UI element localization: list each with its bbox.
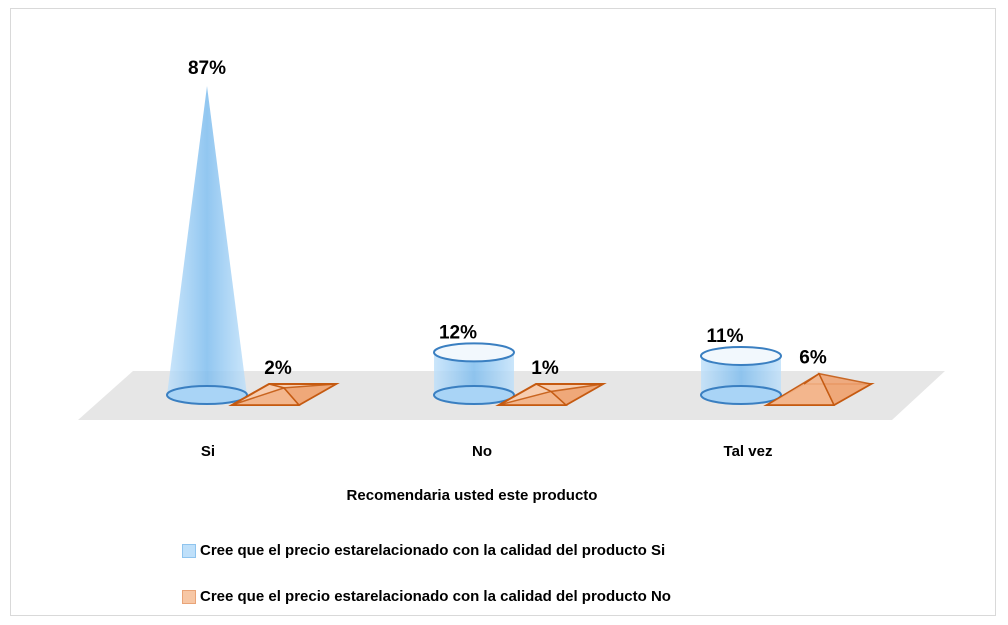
legend-label-no: Cree que el precio estarelacionado con l…	[200, 588, 671, 605]
x-tick-label-tal-vez: Tal vez	[724, 443, 773, 460]
data-label-si-no: 12%	[439, 322, 477, 343]
legend-label-si: Cree que el precio estarelacionado con l…	[200, 542, 666, 559]
legend-item-si: Cree que el precio estarelacionado con l…	[182, 542, 665, 559]
series-no-bar-edge-no	[535, 383, 552, 393]
series-si-bar-top-no	[433, 342, 515, 363]
x-tick-label-no: No	[472, 443, 492, 460]
legend-swatch-si	[182, 543, 196, 558]
legend-item-no: Cree que el precio estarelacionado con l…	[182, 588, 671, 605]
series-no-bar-side-no	[549, 383, 604, 406]
data-label-no-no: 1%	[531, 358, 559, 379]
series-si-bar-base-si	[166, 385, 248, 405]
series-no-bar-edge-tal-vez	[803, 373, 820, 385]
chart-frame	[10, 8, 996, 616]
data-label-si-tal-vez: 11%	[707, 326, 744, 347]
x-axis-title: Recomendaria usted este producto	[347, 487, 598, 504]
series-no-bar-side-si	[282, 383, 337, 406]
series-no-bar-side-tal-vez	[817, 372, 874, 407]
series-si-bar-si	[167, 86, 247, 396]
data-label-si-si: 87%	[188, 58, 226, 79]
series-si-bar-top-tal-vez	[700, 345, 782, 366]
x-tick-label-si: Si	[201, 443, 215, 460]
series-si-bar-base-no	[433, 385, 515, 405]
series-no-bar-edge-si	[268, 383, 285, 389]
legend-swatch-no	[182, 589, 196, 604]
data-label-no-si: 2%	[264, 358, 292, 379]
series-si-bar-base-tal-vez	[700, 385, 782, 405]
data-label-no-tal-vez: 6%	[799, 348, 827, 369]
